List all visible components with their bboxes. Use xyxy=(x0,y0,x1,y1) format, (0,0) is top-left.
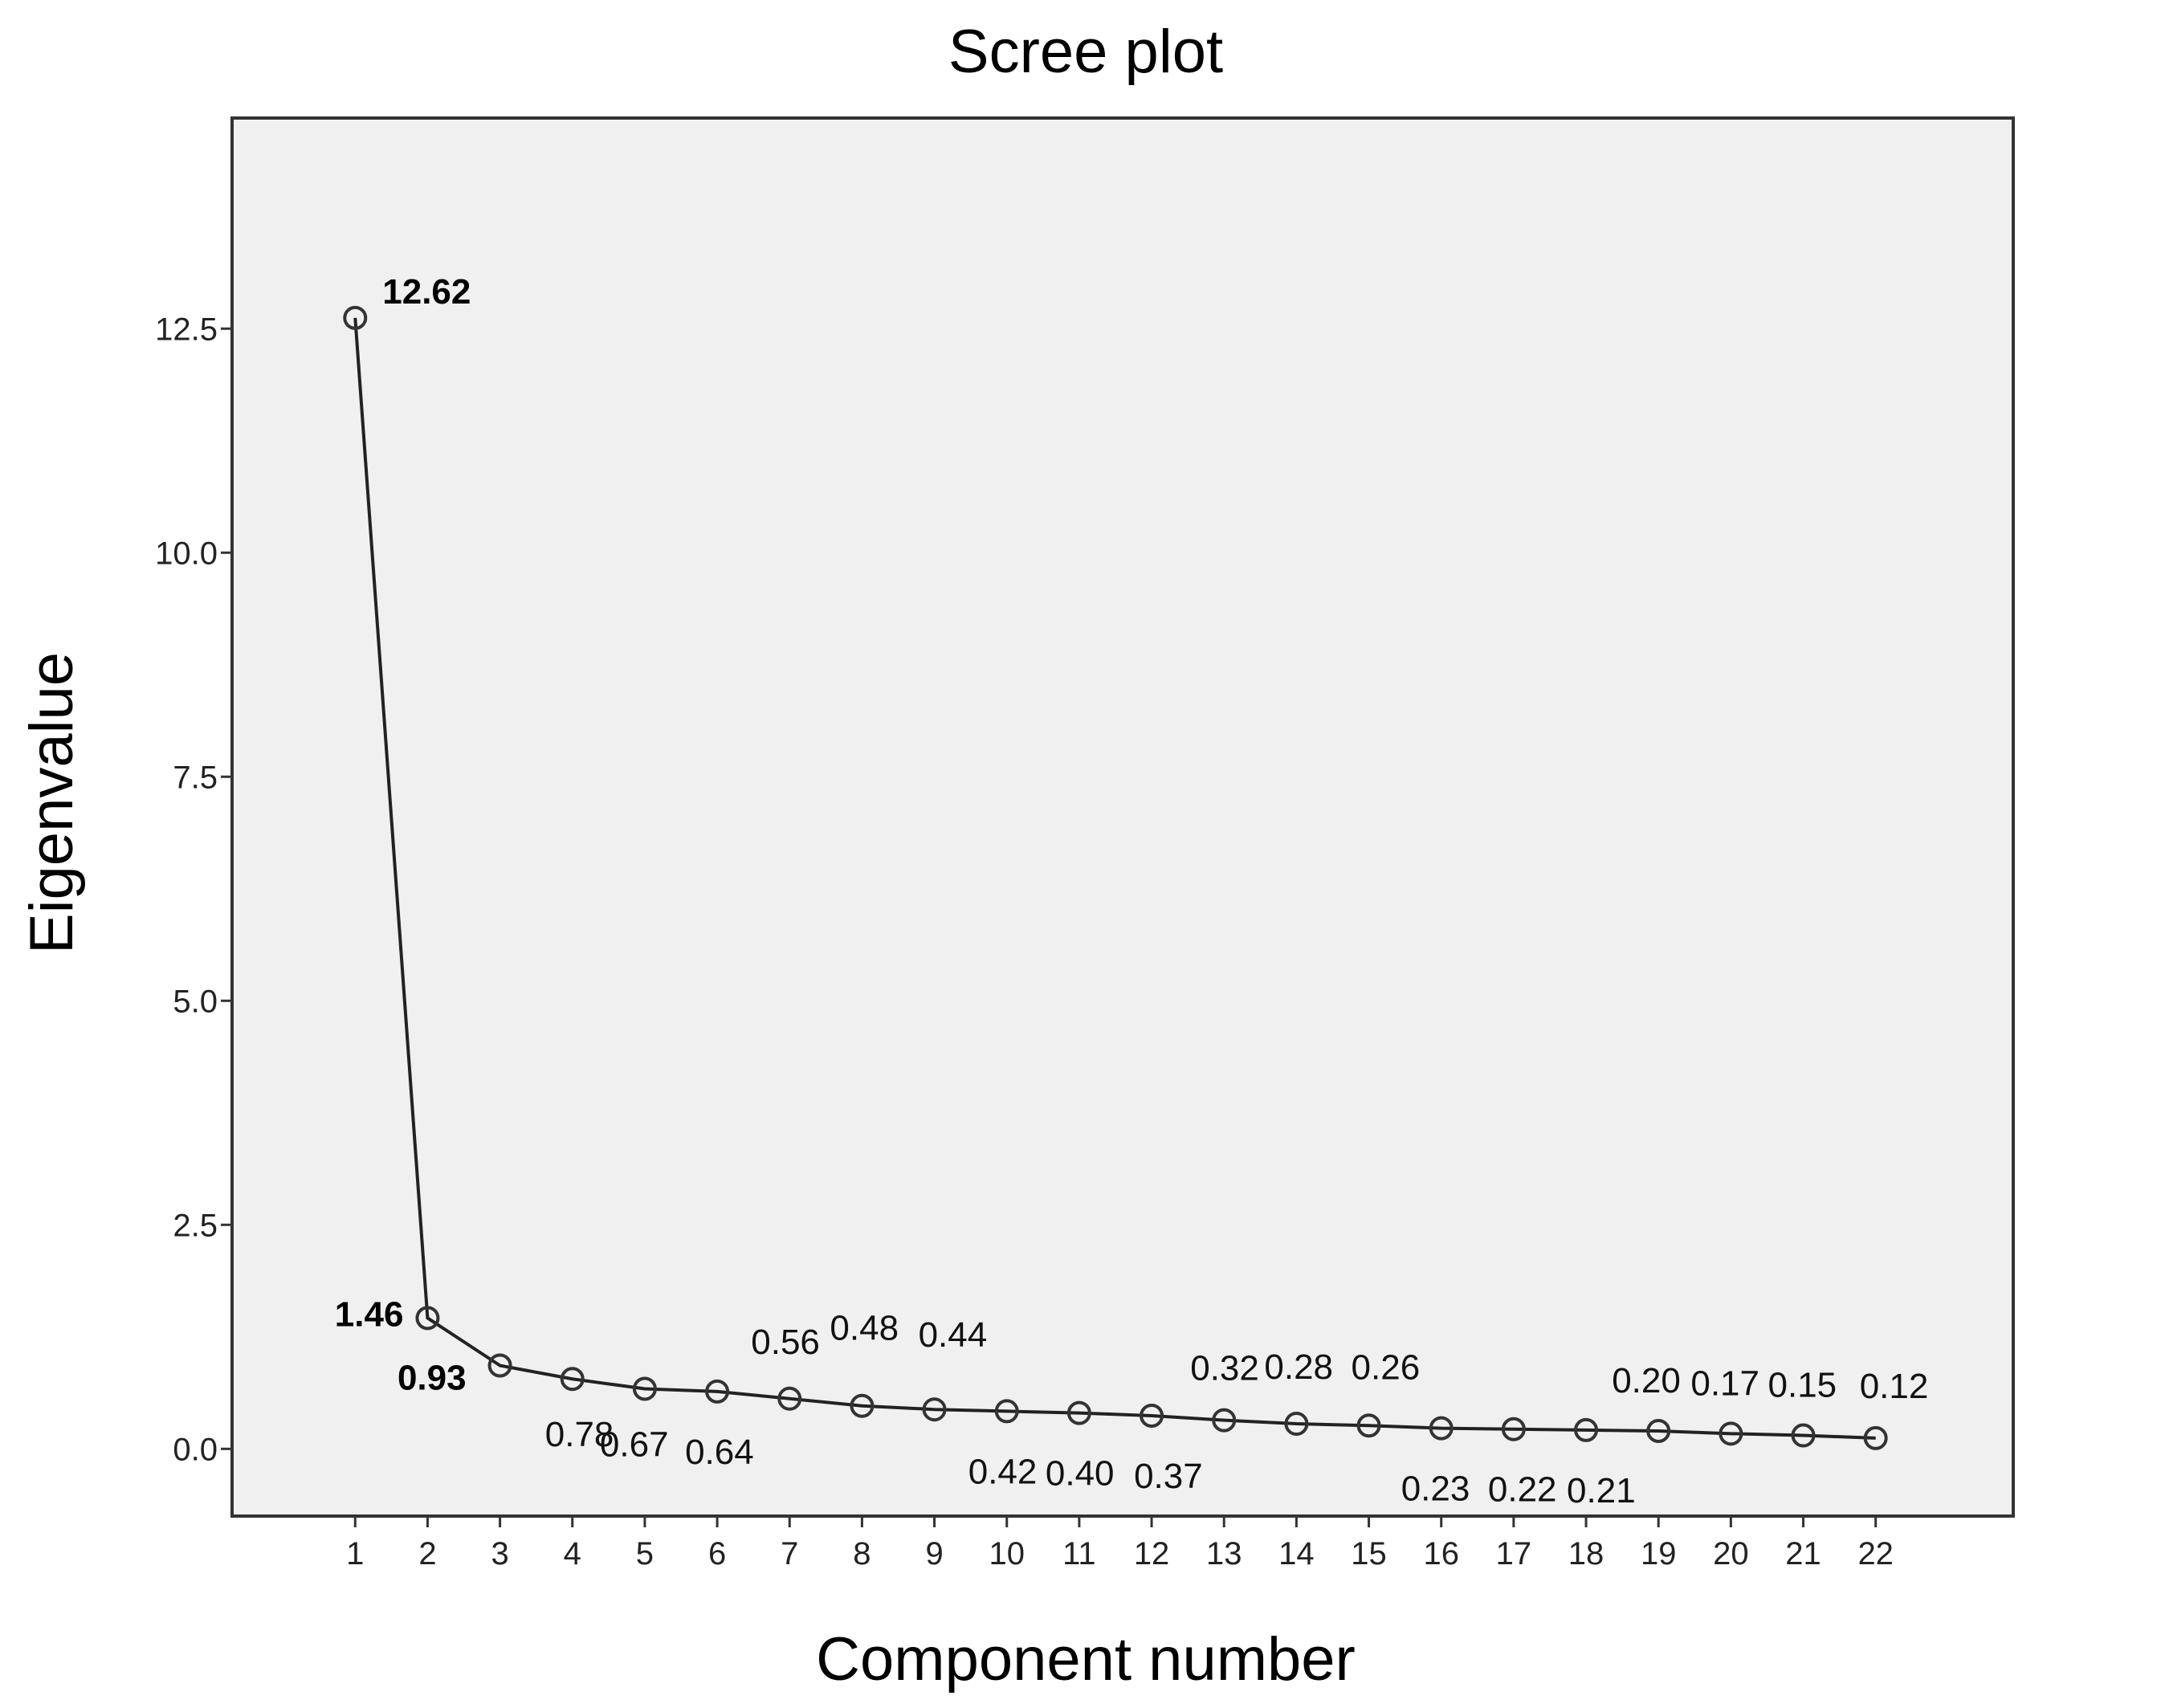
data-point xyxy=(560,1367,585,1392)
data-point xyxy=(1429,1416,1454,1441)
data-point xyxy=(1574,1417,1599,1442)
x-tick-label: 20 xyxy=(1713,1536,1749,1571)
data-label: 0.23 xyxy=(1401,1470,1470,1509)
y-tick-label: 12.5 xyxy=(155,312,218,347)
data-point xyxy=(777,1386,802,1411)
eigenvalue-series-line xyxy=(353,317,1876,1440)
y-tick-label: 0.0 xyxy=(173,1432,218,1467)
data-label: 1.46 xyxy=(335,1294,404,1334)
data-point xyxy=(922,1397,947,1422)
x-tick-label: 12 xyxy=(1134,1536,1170,1571)
data-label: 0.20 xyxy=(1612,1361,1681,1400)
x-tick-label: 21 xyxy=(1785,1536,1821,1571)
x-tick-label: 14 xyxy=(1278,1536,1315,1571)
y-tick-label: 7.5 xyxy=(173,760,218,795)
y-tick-label: 5.0 xyxy=(173,984,218,1019)
data-label: 0.22 xyxy=(1488,1470,1557,1510)
data-point xyxy=(415,1306,440,1331)
data-label: 0.48 xyxy=(830,1309,899,1348)
data-label: 0.12 xyxy=(1860,1367,1929,1406)
x-tick-label: 4 xyxy=(564,1536,581,1571)
data-point xyxy=(1284,1412,1309,1437)
data-label: 0.28 xyxy=(1264,1347,1333,1387)
x-tick-label: 1 xyxy=(346,1536,364,1571)
data-point xyxy=(1646,1418,1671,1443)
data-label: 0.32 xyxy=(1190,1349,1259,1388)
data-point xyxy=(1140,1404,1164,1429)
data-label: 0.37 xyxy=(1134,1457,1203,1496)
data-label: 0.78 xyxy=(545,1415,614,1454)
data-label: 0.21 xyxy=(1567,1471,1636,1510)
y-axis-title: Eigenvalue xyxy=(18,652,86,954)
data-label: 0.44 xyxy=(919,1315,988,1355)
x-axis: 1 2 3 4 5 6 7 8 9 10 11 12 13 14 15 16 17 18 19 20 21 22 xyxy=(346,1516,1894,1571)
x-tick-label: 10 xyxy=(989,1536,1025,1571)
data-point xyxy=(487,1353,512,1378)
data-label: 0.26 xyxy=(1352,1347,1421,1387)
x-tick-label: 11 xyxy=(1062,1536,1096,1571)
x-tick-label: 8 xyxy=(853,1536,871,1571)
y-tick-label: 2.5 xyxy=(173,1208,218,1243)
y-axis: 0.0 2.5 5.0 7.5 10.0 12.5 xyxy=(155,312,232,1467)
chart-title: Scree plot xyxy=(948,18,1223,86)
x-tick-label: 15 xyxy=(1351,1536,1387,1571)
data-point xyxy=(1356,1413,1381,1438)
data-label: 0.67 xyxy=(600,1425,669,1465)
data-point xyxy=(850,1393,875,1418)
x-tick-label: 22 xyxy=(1857,1536,1894,1571)
x-tick-label: 9 xyxy=(925,1536,943,1571)
x-tick-label: 18 xyxy=(1568,1536,1604,1571)
data-label: 12.62 xyxy=(382,272,471,312)
x-axis-title: Component number xyxy=(816,1625,1356,1694)
data-point xyxy=(632,1376,657,1401)
data-point xyxy=(994,1399,1019,1424)
data-points xyxy=(343,305,1888,1450)
data-point xyxy=(1863,1425,1888,1450)
data-label: 0.40 xyxy=(1046,1454,1115,1494)
data-label: 0.15 xyxy=(1768,1366,1837,1405)
x-tick-label: 19 xyxy=(1641,1536,1677,1571)
data-point xyxy=(705,1379,730,1404)
x-tick-label: 5 xyxy=(636,1536,654,1571)
data-point xyxy=(343,305,368,330)
data-label: 0.64 xyxy=(685,1433,754,1472)
data-label: 0.93 xyxy=(398,1359,467,1398)
x-tick-label: 16 xyxy=(1423,1536,1459,1571)
x-tick-label: 6 xyxy=(708,1536,726,1571)
x-tick-label: 7 xyxy=(781,1536,798,1571)
data-point xyxy=(1791,1423,1816,1448)
data-label: 0.56 xyxy=(751,1323,820,1362)
data-labels: 12.62 1.46 0.93 0.780.67 0.64 0.56 0.48 0.44 0.4… xyxy=(335,272,1929,1510)
plot-area xyxy=(230,116,2015,1518)
data-point xyxy=(1212,1408,1237,1433)
data-point xyxy=(1501,1417,1526,1441)
x-tick-label: 2 xyxy=(418,1536,436,1571)
data-point xyxy=(1066,1400,1091,1425)
x-tick-label: 17 xyxy=(1496,1536,1532,1571)
data-label: 0.17 xyxy=(1690,1364,1759,1403)
y-tick-label: 10.0 xyxy=(155,536,218,571)
data-label: 0.42 xyxy=(968,1452,1038,1491)
x-tick-label: 13 xyxy=(1206,1536,1242,1571)
data-point xyxy=(1719,1421,1743,1446)
x-tick-label: 3 xyxy=(491,1536,508,1571)
